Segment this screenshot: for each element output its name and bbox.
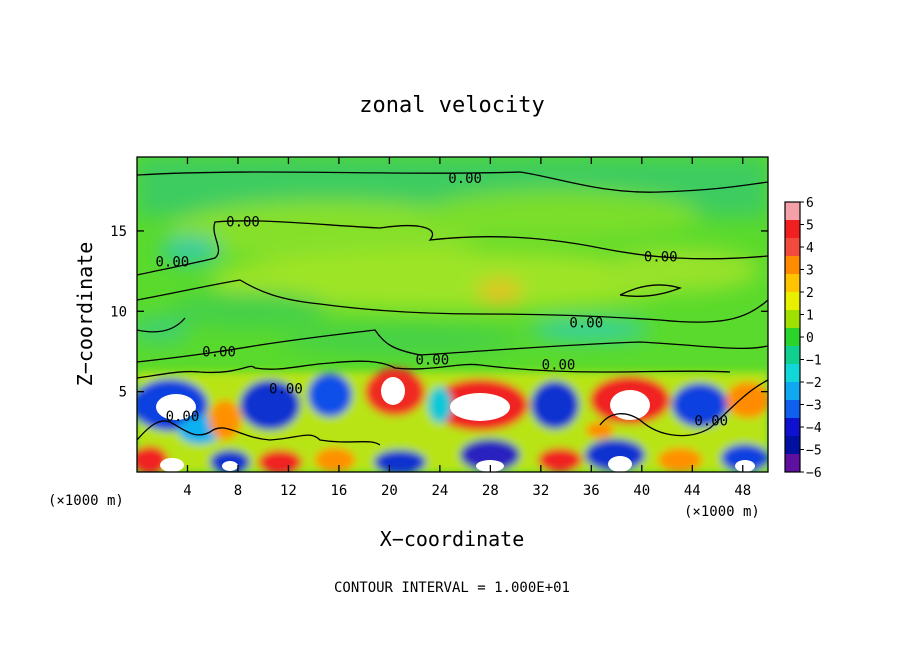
colorbar-swatch-2 [785, 238, 800, 257]
colorbar-swatch-9 [785, 364, 800, 383]
y-axis-label: Z−coordinate [73, 242, 97, 387]
colorbar-swatch-11 [785, 400, 800, 419]
colorbar-swatch-7 [785, 328, 800, 347]
colorbar-swatch-12 [785, 418, 800, 437]
chart-title: zonal velocity [359, 93, 544, 118]
colorbar-label-11: −5 [806, 444, 822, 459]
colorbar-swatch-3 [785, 256, 800, 275]
colorbar-swatch-5 [785, 292, 800, 311]
x-tick-label-11: 48 [734, 483, 751, 499]
colorbar-swatch-8 [785, 346, 800, 365]
colorbar-swatch-10 [785, 382, 800, 401]
contour-label-9: 0.00 [166, 409, 200, 425]
colorbar-swatch-14 [785, 454, 800, 473]
lower-field-shading [137, 368, 768, 472]
x-tick-label-2: 12 [280, 483, 297, 499]
velocity-maxima [156, 377, 755, 472]
colorbar-label-2: 4 [806, 241, 814, 256]
colorbar-label-8: −2 [806, 376, 822, 391]
contour-interval-note: CONTOUR INTERVAL = 1.000E+01 [334, 580, 570, 596]
colorbar-swatch-13 [785, 436, 800, 455]
contour-label-3: 0.00 [644, 250, 678, 266]
x-tick-label-8: 36 [583, 483, 600, 499]
y-tick-label-0: 5 [119, 385, 127, 401]
plot-frame [136, 156, 769, 473]
contour-label-0: 0.00 [448, 171, 482, 187]
x-unit-right: (×1000 m) [684, 504, 760, 520]
colorbar: 6 5 4 3 2 1 0 −1 −2 −3 −4 −5 −6 [784, 196, 822, 481]
colorbar-label-3: 3 [806, 264, 814, 279]
x-tick-label-5: 24 [431, 483, 448, 499]
colorbar-swatch-1 [785, 220, 800, 239]
x-tick-label-1: 8 [234, 483, 242, 499]
x-tick-label-4: 20 [381, 483, 398, 499]
colorbar-label-0: 6 [806, 196, 814, 211]
colorbar-swatch-4 [785, 274, 800, 293]
colorbar-label-12: −6 [806, 466, 822, 481]
colorbar-swatch-6 [785, 310, 800, 329]
contour-lines [137, 171, 768, 446]
x-tick-label-6: 28 [482, 483, 499, 499]
contour-labels: 0.00 0.00 0.00 0.00 0.00 0.00 0.00 0.00 0.00 0.00… [155, 171, 728, 430]
colorbar-label-10: −4 [806, 421, 822, 436]
contour-label-5: 0.00 [202, 344, 236, 360]
colorbar-swatch-0 [785, 202, 800, 221]
contour-label-8: 0.00 [269, 381, 303, 397]
contour-label-4: 0.00 [569, 316, 603, 332]
colorbar-label-9: −3 [806, 399, 822, 414]
contour-label-10: 0.00 [694, 414, 728, 430]
colorbar-label-1: 5 [806, 219, 814, 234]
colorbar-label-6: 0 [806, 331, 814, 346]
y-tick-label-1: 10 [110, 304, 127, 320]
upper-field-shading [137, 157, 768, 354]
x-tick-label-10: 44 [684, 483, 701, 499]
colorbar-label-5: 1 [806, 309, 814, 324]
colorbar-label-4: 2 [806, 286, 814, 301]
contour-label-1: 0.00 [226, 214, 260, 230]
x-unit-left: (×1000 m) [48, 493, 124, 509]
x-tick-label-9: 40 [633, 483, 650, 499]
x-tick-label-3: 16 [330, 483, 347, 499]
contour-label-7: 0.00 [542, 357, 576, 373]
contour-label-2: 0.00 [155, 254, 189, 270]
contour-label-6: 0.00 [415, 353, 449, 369]
x-tick-label-0: 4 [183, 483, 191, 499]
plot-area [137, 157, 768, 472]
x-axis-label: X−coordinate [380, 527, 525, 551]
x-tick-label-7: 32 [532, 483, 549, 499]
colorbar-label-7: −1 [806, 354, 822, 369]
y-tick-label-2: 15 [110, 224, 127, 240]
